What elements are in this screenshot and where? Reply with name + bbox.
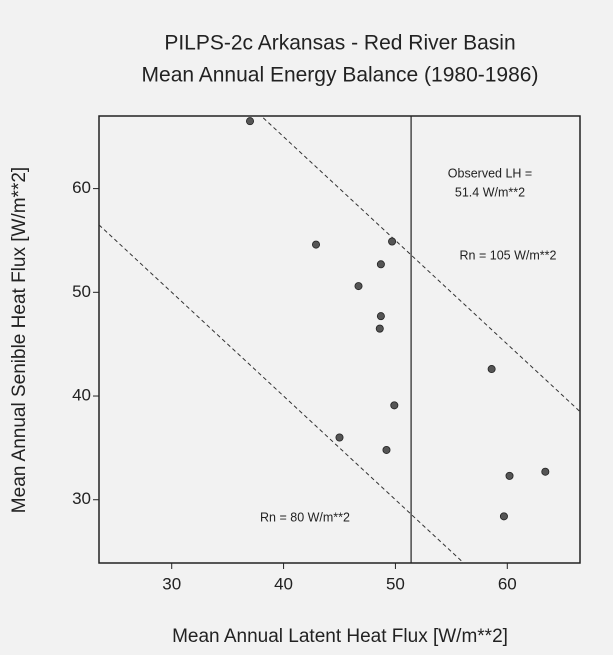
- x-tick-label: 30: [162, 574, 181, 593]
- annotation: 51.4 W/m**2: [455, 185, 525, 199]
- annotation: Rn = 105 W/m**2: [460, 248, 557, 262]
- x-tick-label: 40: [274, 574, 293, 593]
- y-axis-label: Mean Annual Senible Heat Flux [W/m**2]: [9, 167, 30, 513]
- point: [354, 282, 363, 291]
- x-tick-label: 50: [386, 574, 405, 593]
- plot-frame: [98, 115, 581, 564]
- chart-title: PILPS-2c Arkansas - Red River Basin: [164, 32, 515, 55]
- point: [376, 260, 385, 269]
- energy-line: [260, 116, 580, 412]
- point: [499, 512, 508, 521]
- point: [487, 365, 496, 374]
- annotation: Rn = 80 W/m**2: [260, 510, 350, 524]
- point: [382, 445, 391, 454]
- point: [388, 237, 397, 246]
- point: [505, 471, 514, 480]
- point: [390, 401, 399, 410]
- x-axis-label: Mean Annual Latent Heat Flux [W/m**2]: [172, 626, 508, 647]
- x-tick-label: 60: [498, 574, 517, 593]
- point: [376, 312, 385, 321]
- annotation: Observed LH =: [448, 166, 532, 180]
- point: [335, 433, 344, 442]
- point: [246, 117, 255, 126]
- point: [541, 467, 550, 476]
- point: [375, 324, 384, 333]
- y-tick-label: 30: [72, 489, 91, 508]
- chart-title: Mean Annual Energy Balance (1980-1986): [142, 64, 539, 87]
- y-tick-label: 50: [72, 282, 91, 301]
- y-tick-label: 40: [72, 386, 91, 405]
- point: [312, 240, 321, 249]
- y-tick-label: 60: [72, 178, 91, 197]
